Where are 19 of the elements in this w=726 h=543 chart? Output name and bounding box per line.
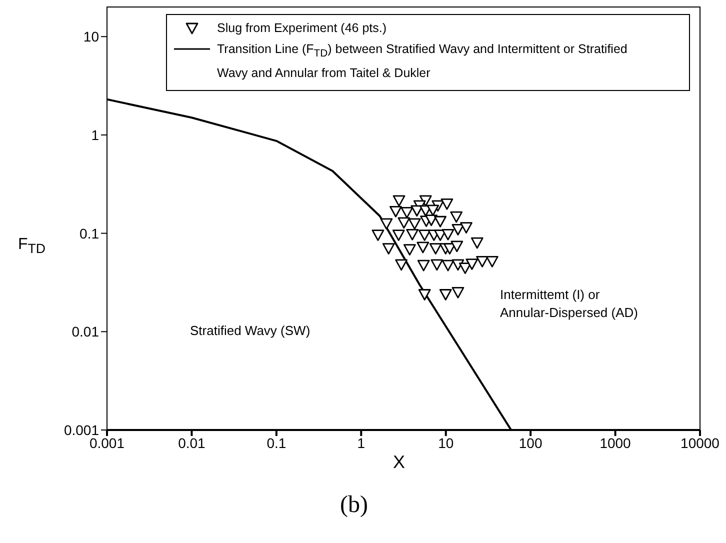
x-tick-label: 10000 <box>680 434 720 451</box>
x-tick-label: 0.1 <box>266 434 286 451</box>
y-tick-label: 1 <box>91 126 100 143</box>
annotation: Intermittemt (I) or Annular-Dispersed (AD) <box>500 286 638 322</box>
x-tick-label: 1000 <box>600 434 632 451</box>
y-axis-title: F$_{TD}$ <box>18 236 46 256</box>
y-tick-label: 0.01 <box>72 324 100 340</box>
x-tick-label: 1 <box>357 434 366 451</box>
text: (b) <box>340 492 368 518</box>
annotation: Stratified Wavy (SW) <box>190 322 310 340</box>
x-axis-title: X <box>393 452 406 473</box>
y-tick-label: 0.001 <box>64 422 100 438</box>
x-tick-label: 10 <box>438 434 454 451</box>
y-tick-label: 0.1 <box>80 225 100 242</box>
y-tick-label: 10 <box>83 28 100 45</box>
x-tick-label: 0.01 <box>178 434 206 451</box>
legend-label: Transition Line (F$_{TD}$) between Stratified Wavy and Intermittent or Stratified Wavy and Annular from Taitel & Dukler <box>217 41 628 82</box>
legend-label: Slug from Experiment (46 pts.) <box>217 20 388 37</box>
x-tick-label: 100 <box>518 434 542 451</box>
